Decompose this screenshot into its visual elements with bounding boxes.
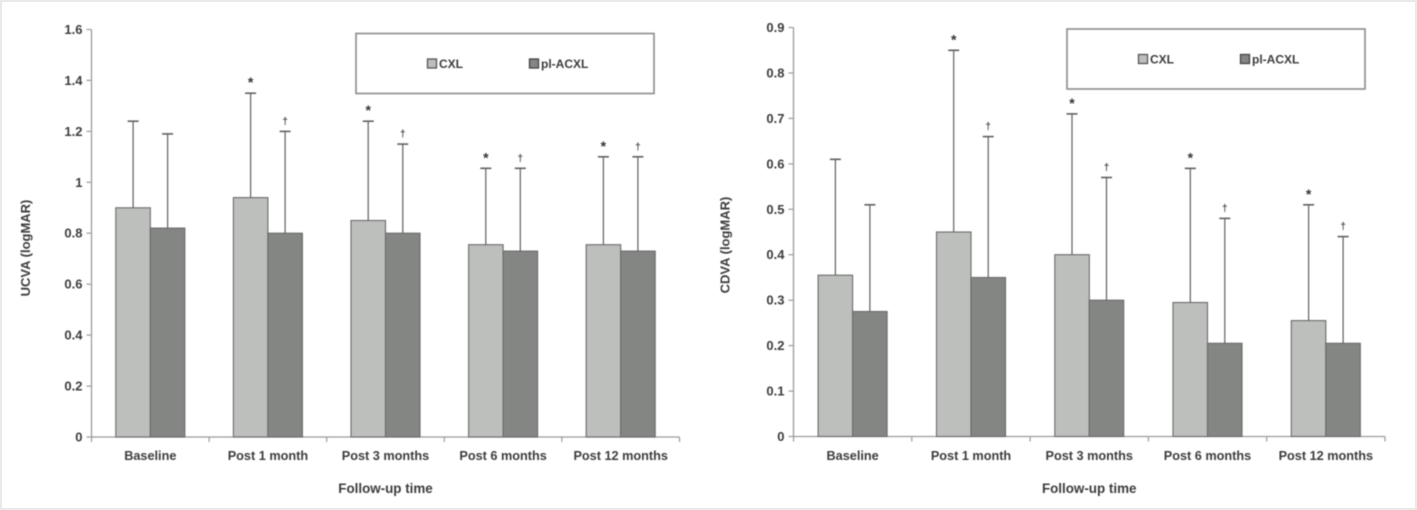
svg-text:*: *	[365, 102, 371, 118]
svg-text:†: †	[518, 153, 524, 164]
svg-text:Post 6 months: Post 6 months	[459, 449, 546, 463]
svg-text:†: †	[635, 142, 641, 153]
svg-text:Follow-up time: Follow-up time	[338, 481, 432, 496]
svg-text:1.6: 1.6	[64, 22, 82, 37]
svg-text:*: *	[248, 74, 254, 90]
svg-text:Baseline: Baseline	[827, 449, 879, 463]
svg-text:CXL: CXL	[439, 57, 463, 71]
svg-text:CXL: CXL	[1150, 53, 1174, 67]
svg-text:*: *	[483, 149, 489, 165]
svg-text:*: *	[951, 31, 957, 47]
svg-text:0.6: 0.6	[64, 277, 82, 292]
svg-text:1.2: 1.2	[64, 124, 82, 139]
svg-text:Baseline: Baseline	[124, 449, 176, 463]
svg-text:*: *	[1306, 186, 1312, 202]
svg-text:0.2: 0.2	[64, 379, 82, 394]
svg-text:Follow-up time: Follow-up time	[1042, 481, 1136, 496]
svg-text:0.9: 0.9	[766, 20, 784, 35]
svg-text:0: 0	[777, 429, 784, 444]
svg-text:†: †	[985, 122, 991, 133]
svg-text:1.4: 1.4	[64, 73, 83, 88]
svg-text:0.2: 0.2	[766, 338, 784, 353]
svg-text:0.4: 0.4	[64, 328, 83, 343]
svg-text:Post 12 months: Post 12 months	[1279, 449, 1373, 463]
svg-text:pl-ACXL: pl-ACXL	[541, 57, 588, 71]
svg-text:†: †	[282, 116, 288, 127]
svg-text:0.5: 0.5	[766, 202, 784, 217]
svg-text:Post 6 months: Post 6 months	[1164, 449, 1251, 463]
svg-text:0.1: 0.1	[766, 384, 784, 399]
svg-text:0.7: 0.7	[766, 111, 784, 126]
svg-text:0.6: 0.6	[766, 156, 784, 171]
svg-text:Post 1 month: Post 1 month	[228, 449, 308, 463]
svg-text:1: 1	[75, 175, 82, 190]
svg-text:UCVA (logMAR): UCVA (logMAR)	[18, 200, 33, 297]
svg-text:0.4: 0.4	[766, 247, 785, 262]
svg-text:*: *	[1069, 95, 1075, 111]
svg-text:*: *	[1188, 149, 1194, 165]
svg-text:†: †	[1222, 203, 1228, 214]
svg-text:CDVA (logMAR): CDVA (logMAR)	[718, 197, 733, 294]
svg-text:†: †	[1340, 222, 1346, 233]
svg-text:0: 0	[75, 430, 82, 445]
svg-text:Post 12 months: Post 12 months	[573, 449, 667, 463]
svg-text:†: †	[400, 129, 406, 140]
svg-text:Post 3 months: Post 3 months	[342, 449, 429, 463]
svg-text:pl-ACXL: pl-ACXL	[1252, 53, 1299, 67]
svg-text:Post 3 months: Post 3 months	[1045, 449, 1132, 463]
svg-text:*: *	[601, 138, 607, 154]
svg-text:0.8: 0.8	[64, 226, 82, 241]
svg-text:†: †	[1104, 163, 1110, 174]
svg-text:0.3: 0.3	[766, 293, 784, 308]
svg-text:0.8: 0.8	[766, 66, 784, 81]
svg-text:Post 1 month: Post 1 month	[931, 449, 1011, 463]
